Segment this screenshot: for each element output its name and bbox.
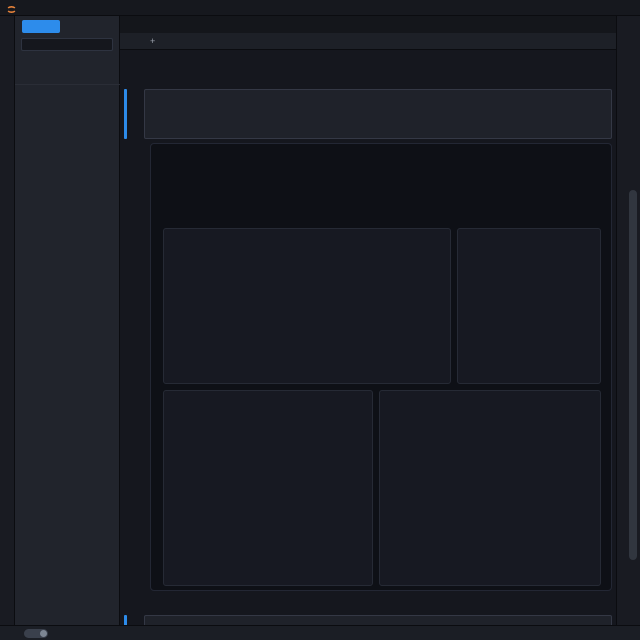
chevron-down-icon: [315, 37, 324, 46]
theme-mode-icon[interactable]: [110, 629, 119, 638]
save-icon[interactable]: [130, 36, 141, 47]
kernel-status-icon: [599, 37, 608, 46]
search-icon: [100, 40, 109, 49]
student-retention-card: [457, 228, 601, 384]
settings-icon[interactable]: [623, 53, 634, 64]
file-search-input[interactable]: [21, 38, 113, 51]
student-retention-chart[interactable]: [458, 249, 600, 383]
new-launcher-button[interactable]: [22, 20, 60, 33]
cell-toolbar: [523, 93, 606, 101]
status-bar: [0, 625, 640, 640]
duplicate-cell-icon[interactable]: [523, 93, 531, 101]
left-activity-bar: [0, 15, 15, 625]
cell-selection-bar[interactable]: [124, 615, 127, 625]
user-icon: [578, 36, 589, 47]
file-browser-panel: [15, 15, 120, 625]
study-hours-gpa-card: [379, 390, 601, 586]
status-gear-icon[interactable]: [605, 629, 614, 638]
code-cell-3[interactable]: [144, 615, 612, 625]
menu-bar: [0, 0, 640, 16]
file-list-header[interactable]: [15, 72, 120, 85]
insert-cell-icon[interactable]: [568, 93, 576, 101]
notebook-toolbar: +: [120, 33, 616, 50]
move-cell-down-icon[interactable]: [553, 93, 561, 101]
new-folder-icon[interactable]: [67, 22, 78, 33]
right-activity-bar: [616, 15, 640, 625]
delete-cell-icon[interactable]: [598, 93, 606, 101]
code-cell-1[interactable]: [144, 89, 612, 139]
run-all-icon[interactable]: [284, 36, 295, 47]
status-refresh-icon[interactable]: [56, 629, 65, 638]
status-panel-icon[interactable]: [73, 629, 82, 638]
cut-cell-icon[interactable]: [164, 36, 175, 47]
study-hours-gpa-chart[interactable]: [380, 411, 600, 585]
average-grade-chart[interactable]: [164, 411, 372, 585]
tab-bar: [120, 15, 616, 34]
refresh-files-icon[interactable]: [103, 22, 114, 33]
stat-cards: [163, 174, 601, 222]
gpa-distribution-chart[interactable]: [164, 249, 450, 383]
scrollbar-thumb[interactable]: [629, 190, 637, 560]
gpa-distribution-card: [163, 228, 451, 384]
dashboard-output: [150, 143, 612, 591]
output-toggle[interactable]: [24, 628, 48, 638]
average-grade-card: [163, 390, 373, 586]
notebook-content: [120, 50, 616, 625]
add-cell-icon[interactable]: +: [150, 35, 156, 46]
cell-selection-bar[interactable]: [124, 89, 127, 139]
breadcrumb[interactable]: [22, 58, 35, 67]
upload-file-icon[interactable]: [85, 22, 96, 33]
property-inspector-icon[interactable]: [623, 27, 635, 39]
copy-cell-icon[interactable]: [184, 36, 195, 47]
cell-type-dropdown[interactable]: [310, 37, 324, 46]
run-cell-icon[interactable]: [224, 36, 235, 47]
app-logo-icon: [6, 2, 17, 13]
main-area: +: [120, 15, 616, 625]
warning-icon: [90, 629, 99, 638]
warnings-indicator[interactable]: [90, 629, 102, 638]
move-cell-up-icon[interactable]: [538, 93, 546, 101]
cell-menu-icon[interactable]: [583, 93, 591, 101]
restart-kernel-icon[interactable]: [264, 36, 275, 47]
paste-cell-icon[interactable]: [204, 36, 215, 47]
folder-icon: [22, 58, 31, 67]
sort-ascending-icon[interactable]: [106, 75, 113, 82]
stop-kernel-icon[interactable]: [244, 36, 255, 47]
